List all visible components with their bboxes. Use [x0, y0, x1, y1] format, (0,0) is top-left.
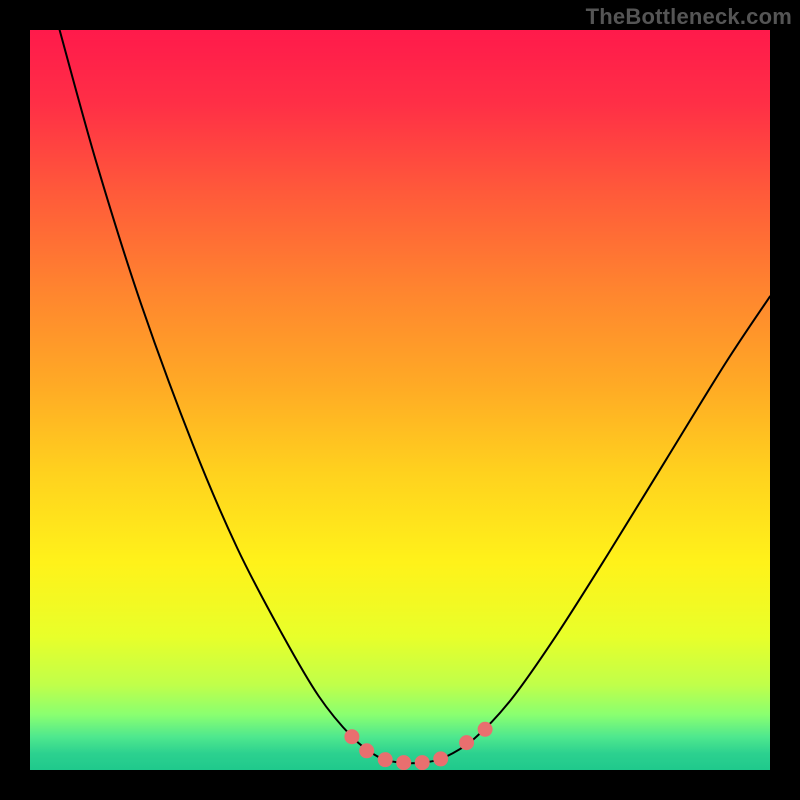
plot-area [30, 30, 770, 770]
watermark-text: TheBottleneck.com [586, 4, 792, 30]
gradient-background [30, 30, 770, 770]
marker-point [460, 736, 474, 750]
chart-frame: TheBottleneck.com [0, 0, 800, 800]
marker-point [478, 722, 492, 736]
marker-point [378, 753, 392, 767]
marker-point [345, 730, 359, 744]
marker-point [415, 756, 429, 770]
marker-point [360, 744, 374, 758]
marker-point [397, 756, 411, 770]
marker-point [434, 752, 448, 766]
bottleneck-chart-svg [30, 30, 770, 770]
